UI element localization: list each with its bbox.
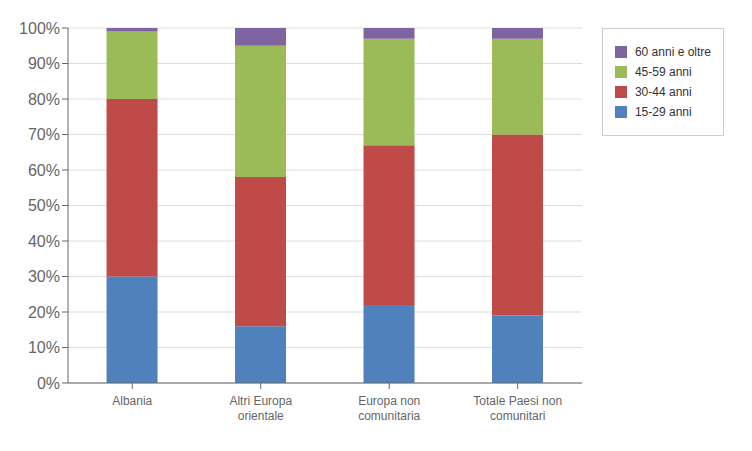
svg-text:Totale Paesi noncomunitari: Totale Paesi noncomunitari [473,394,562,423]
html-text:15-29 anni: 15-29 anni [634,105,692,119]
svg-text:80%: 80% [28,91,60,108]
svg-text:50%: 50% [28,197,60,214]
svg-text:30%: 30% [28,268,60,285]
html-text:60 anni e oltre: 60 anni e oltre [634,45,711,59]
svg-text:70%: 70% [28,126,60,143]
svg-text:90%: 90% [28,55,60,72]
svg-text:0%: 0% [37,375,60,392]
svg-text:100%: 100% [19,20,60,37]
svg-text:60%: 60% [28,162,60,179]
svg-text:Altri Europaorientale: Altri Europaorientale [229,394,292,423]
svg-text:40%: 40% [28,233,60,250]
svg-text:Europa noncomunitaria: Europa noncomunitaria [358,394,420,423]
svg-text:Albania: Albania [112,394,152,408]
svg-text:10%: 10% [28,339,60,356]
svg-text:20%: 20% [28,304,60,321]
html-text:30-44 anni: 30-44 anni [634,85,692,99]
html-text:45-59 anni: 45-59 anni [634,65,692,79]
